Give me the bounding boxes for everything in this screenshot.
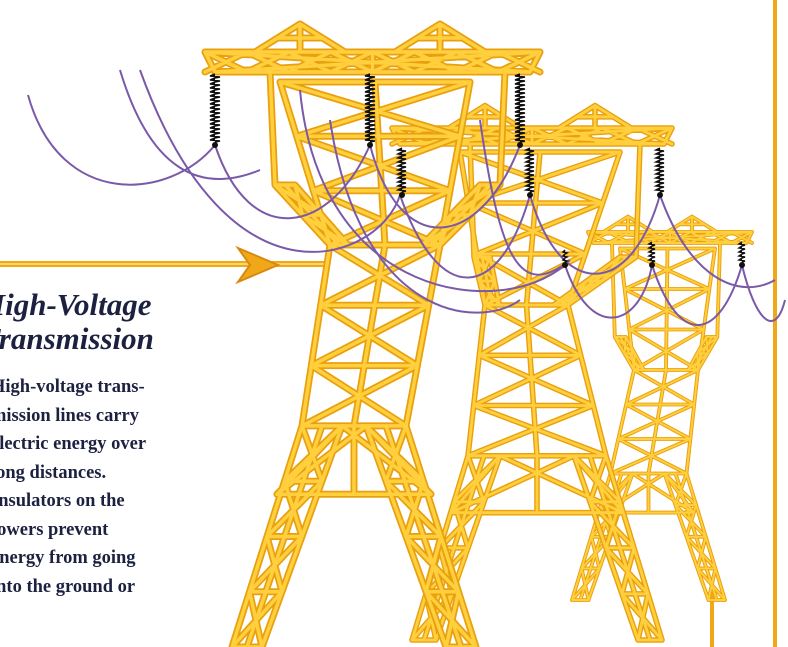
insulator-end bbox=[562, 262, 568, 268]
body-line: High-voltage trans- bbox=[0, 377, 145, 397]
insulator-end bbox=[367, 142, 373, 148]
tower-fill bbox=[203, 22, 542, 647]
body-line: mission lines carry bbox=[0, 405, 139, 426]
insulator bbox=[364, 73, 376, 143]
body-line: into the ground or bbox=[0, 576, 136, 597]
insulator bbox=[395, 147, 407, 193]
insulators bbox=[209, 73, 746, 268]
insulator bbox=[523, 147, 535, 193]
wire bbox=[659, 194, 776, 289]
tower bbox=[201, 20, 544, 647]
body-line: electric energy over bbox=[0, 434, 147, 454]
insulator bbox=[561, 249, 570, 263]
wire bbox=[214, 144, 371, 220]
wire bbox=[529, 194, 661, 275]
tower bbox=[389, 102, 675, 643]
heading-line: Transmission bbox=[0, 321, 154, 356]
heading-line: High-Voltage bbox=[0, 287, 152, 322]
insulator-end bbox=[657, 192, 663, 198]
body-line: towers prevent bbox=[0, 519, 109, 540]
wire bbox=[564, 264, 653, 319]
body-line: long distances. bbox=[0, 462, 107, 483]
insulator bbox=[647, 241, 656, 263]
insulator-end bbox=[527, 192, 533, 198]
insulator-end bbox=[517, 142, 523, 148]
wire bbox=[27, 94, 216, 186]
wire bbox=[651, 264, 743, 326]
wire bbox=[139, 69, 401, 253]
insulator-end bbox=[399, 192, 405, 198]
wire bbox=[329, 119, 521, 314]
body-text: High-voltage trans- mission lines carry … bbox=[0, 373, 146, 601]
insulator bbox=[209, 73, 221, 143]
arrow-head bbox=[235, 245, 281, 285]
body-line: Insulators on the bbox=[0, 491, 125, 511]
insulator bbox=[737, 241, 746, 263]
insulator-end bbox=[649, 262, 655, 268]
wire bbox=[399, 194, 531, 279]
insulator bbox=[653, 147, 665, 193]
insulator-end bbox=[212, 142, 218, 148]
body-line: energy from going bbox=[0, 548, 136, 568]
towers bbox=[201, 20, 754, 647]
wire bbox=[741, 264, 786, 322]
wires bbox=[27, 69, 786, 326]
wire bbox=[299, 89, 566, 293]
wire bbox=[119, 69, 261, 180]
tower-fill bbox=[390, 104, 674, 642]
insulator-end bbox=[739, 262, 745, 268]
heading: High-Voltage Transmission bbox=[0, 288, 154, 356]
wire bbox=[369, 144, 521, 229]
wire bbox=[479, 119, 571, 276]
insulator bbox=[514, 73, 526, 143]
